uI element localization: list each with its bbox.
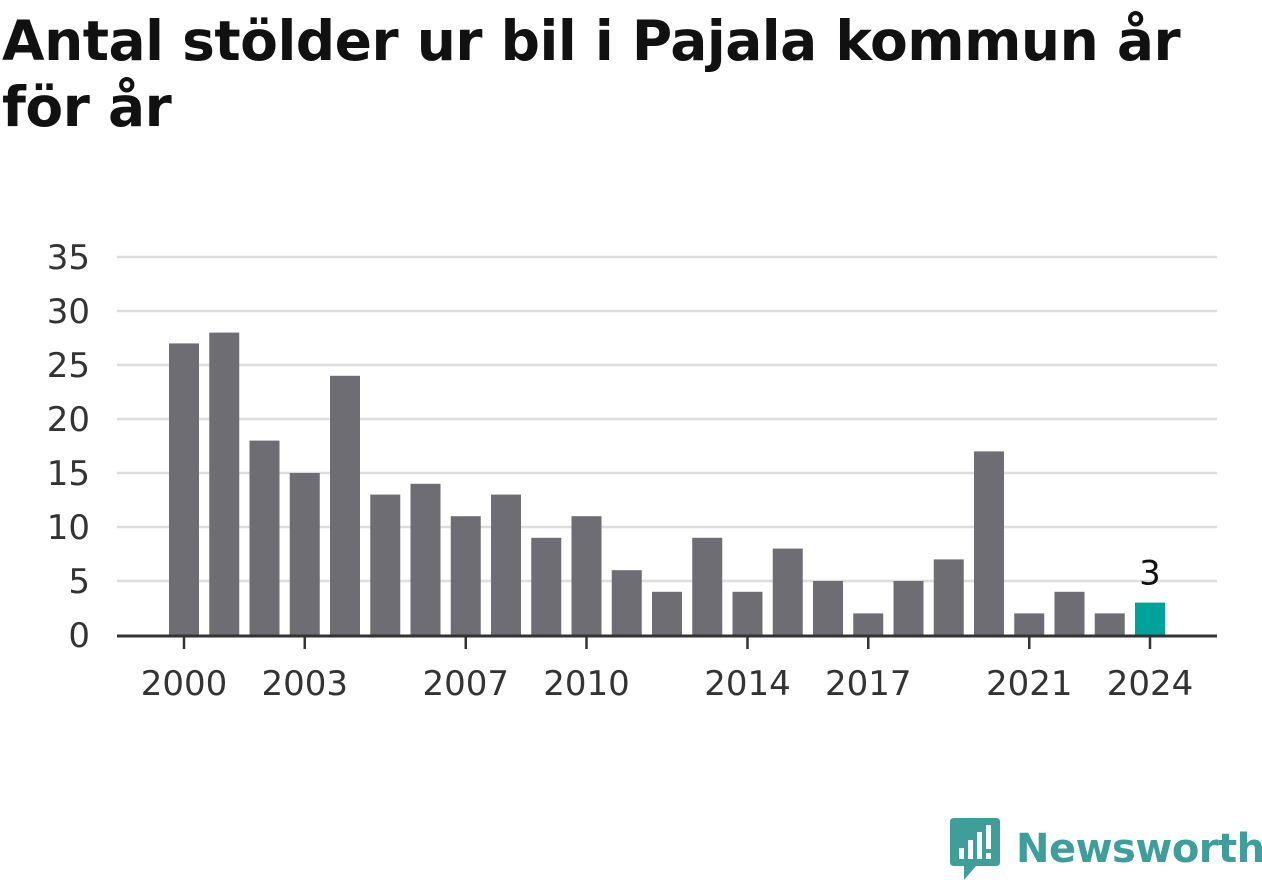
y-tick-label: 25 — [47, 346, 90, 386]
bar — [1054, 591, 1085, 635]
data-label: 3 — [1139, 554, 1161, 594]
x-axis: 2000 2003 2007 2010 2014 2017 2021 2024 — [117, 634, 1217, 704]
x-tick-label: 2003 — [261, 664, 348, 704]
bar — [853, 613, 884, 635]
bar — [1014, 613, 1045, 635]
y-tick-label: 35 — [47, 238, 90, 278]
bar — [652, 591, 682, 635]
y-tick-label: 30 — [47, 292, 90, 332]
bar — [692, 537, 723, 635]
brand-logo: Newsworthy — [950, 818, 1262, 880]
bar — [491, 494, 521, 635]
y-axis-labels: 0 5 10 15 20 25 30 35 — [47, 238, 90, 656]
x-tick-label: 2014 — [704, 664, 791, 704]
bar — [1094, 613, 1125, 635]
y-tick-label: 20 — [47, 400, 90, 440]
y-tick-label: 10 — [47, 508, 90, 548]
x-tick-label: 2007 — [422, 664, 509, 704]
bar — [249, 440, 280, 635]
bar-highlight — [1135, 602, 1165, 635]
bar — [330, 375, 360, 635]
bar — [531, 537, 562, 635]
bar — [772, 548, 803, 635]
bar — [450, 516, 481, 635]
bar — [611, 570, 642, 635]
bar — [209, 332, 240, 635]
brand-name: Newsworthy — [1016, 826, 1262, 872]
bars — [169, 332, 1165, 635]
y-tick-label: 0 — [68, 616, 90, 656]
x-tick-label: 2024 — [1107, 664, 1194, 704]
data-labels: 3 — [1139, 554, 1161, 594]
bar — [893, 581, 924, 635]
x-tick-label: 2017 — [825, 664, 912, 704]
bar — [410, 483, 441, 635]
bar — [169, 343, 199, 635]
x-tick-label: 2010 — [543, 664, 630, 704]
y-tick-label: 15 — [47, 454, 90, 494]
bar — [813, 581, 843, 635]
x-tick-label: 2021 — [986, 664, 1073, 704]
bar — [974, 451, 1004, 635]
newsworthy-logo-icon — [950, 818, 1000, 880]
bar — [732, 591, 763, 635]
bar — [289, 473, 320, 635]
chart-title: Antal stölder ur bil i Pajala kommun år … — [2, 9, 1181, 139]
y-tick-label: 5 — [68, 562, 90, 602]
bar — [933, 559, 964, 635]
bar — [370, 494, 401, 635]
y-gridlines — [117, 255, 1217, 583]
x-tick-label: 2000 — [141, 664, 228, 704]
bar — [571, 516, 602, 635]
